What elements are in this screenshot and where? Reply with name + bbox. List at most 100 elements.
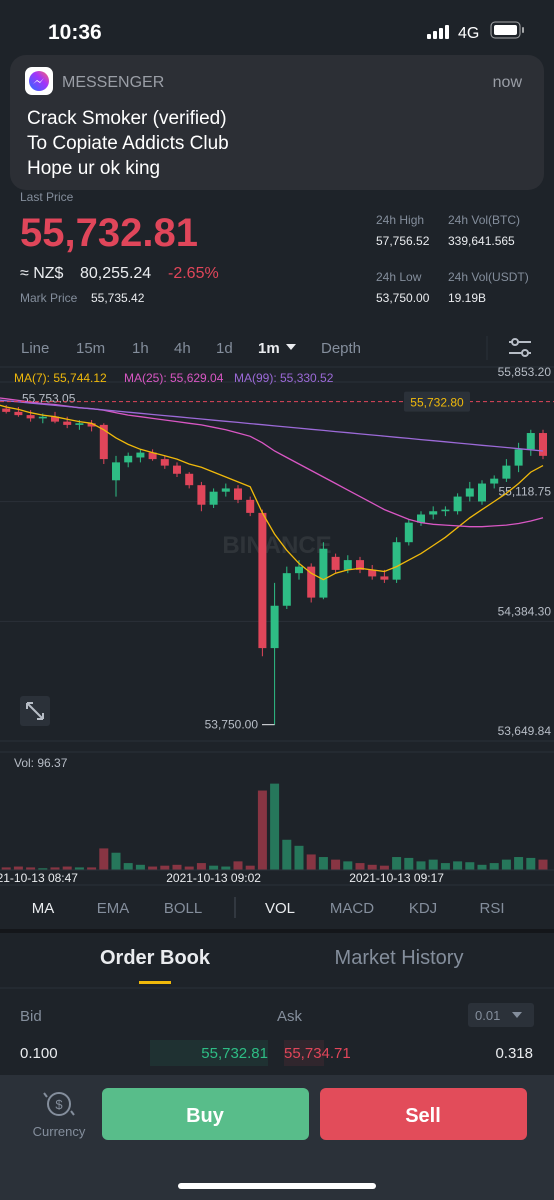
candle-body: [453, 496, 462, 512]
y-tick-label: 55,118.75: [499, 485, 552, 499]
ma-line: [0, 404, 544, 581]
volume-bar: [282, 839, 292, 870]
volume-bar: [501, 859, 511, 870]
volume-bar: [13, 866, 23, 870]
candle-body: [404, 522, 413, 543]
currency-label[interactable]: Currency: [33, 1124, 86, 1139]
interval[interactable]: 15m: [76, 340, 105, 357]
tab-underline: [139, 981, 171, 984]
depth-bar: [284, 1040, 324, 1066]
dropdown-arrow: [512, 1012, 522, 1018]
x-tick-label: 2021-10-13 08:47: [0, 871, 78, 885]
y-tick-label: 54,384.30: [498, 604, 552, 618]
volume-bar: [1, 867, 11, 870]
candle-body: [331, 556, 340, 570]
app-icon-logo: [29, 71, 49, 91]
indicator[interactable]: KDJ: [409, 900, 437, 917]
indicator[interactable]: RSI: [479, 900, 504, 917]
buy-button[interactable]: [102, 1088, 309, 1140]
candle-body: [270, 605, 279, 649]
interval[interactable]: 1h: [132, 340, 149, 357]
sell-button[interactable]: [320, 1088, 527, 1140]
stat-label: 24h High: [376, 213, 424, 227]
svg-text:$: $: [55, 1097, 63, 1112]
x-tick-label: 2021-10-13 09:17: [349, 871, 444, 885]
candle-body: [87, 423, 96, 427]
interval[interactable]: Depth: [321, 340, 361, 357]
candle-body: [160, 459, 169, 466]
volume-bar: [294, 845, 304, 870]
ask-label: Ask: [277, 1008, 303, 1025]
candle-body: [307, 566, 316, 598]
stat-value: 57,756.52: [376, 234, 430, 248]
last-price-label: 55,732.80: [410, 396, 464, 410]
candle-body: [490, 478, 499, 484]
candle-body: [221, 488, 230, 492]
stat-label: 24h Low: [376, 270, 422, 284]
notification-message: Hope ur ok king: [27, 158, 160, 179]
interval[interactable]: Line: [21, 340, 49, 357]
stat-value: 53,750.00: [376, 291, 430, 305]
indicator[interactable]: VOL: [265, 900, 295, 917]
candle-body: [38, 416, 47, 419]
ask-amount: 0.318: [495, 1045, 533, 1062]
candle-body: [63, 421, 72, 425]
price-change: -2.65%: [168, 265, 219, 282]
home-indicator: [178, 1183, 376, 1189]
signal-icon: [427, 25, 449, 39]
candle-body: [258, 512, 267, 649]
app-icon-bolt: [33, 78, 44, 84]
precision-select[interactable]: [468, 1003, 534, 1027]
interval[interactable]: 1m: [258, 340, 280, 357]
notification-title: Crack Smoker (verified): [27, 108, 227, 129]
interval[interactable]: 4h: [174, 340, 191, 357]
volume-bar: [123, 863, 133, 870]
volume-bar: [428, 859, 438, 870]
interval[interactable]: 1d: [216, 340, 233, 357]
volume-bar: [392, 857, 402, 870]
volume-bar: [270, 783, 280, 870]
volume-bar: [99, 848, 109, 870]
indicator[interactable]: MA: [32, 900, 55, 917]
indicator[interactable]: MACD: [330, 900, 374, 917]
volume-bar: [221, 866, 231, 870]
volume-bar: [453, 861, 463, 870]
candle-body: [99, 424, 108, 460]
candle-body: [368, 569, 377, 577]
low-marker-label: 53,750.00: [205, 718, 259, 732]
tab[interactable]: Order Book: [100, 947, 211, 969]
separator: [0, 929, 554, 933]
candle-body: [14, 411, 23, 416]
volume-bar: [318, 857, 328, 870]
candle-body: [136, 452, 145, 458]
notification[interactable]: [10, 55, 544, 190]
volume-bar: [306, 854, 316, 870]
candle-body: [417, 514, 425, 523]
candlestick-chart: 55,853.20 55,118.75 54,384.30 53,649.84 BINA…: [0, 365, 554, 885]
volume-bar: [245, 865, 255, 870]
expand-icon[interactable]: [20, 696, 50, 726]
sell-label[interactable]: Sell: [405, 1105, 441, 1127]
volume-bar: [184, 866, 194, 870]
candle-body: [319, 548, 328, 598]
volume-bar: [343, 861, 353, 870]
settings-icon[interactable]: [509, 338, 531, 357]
volume-bar: [111, 852, 121, 870]
network: 4G: [458, 25, 479, 42]
y-tick-label: 55,853.20: [498, 365, 552, 379]
legend-entry: MA(99): 55,330.52: [234, 371, 334, 385]
fiat-prefix: ≈ NZ$: [20, 265, 64, 282]
candle-body: [148, 452, 157, 460]
buy-label[interactable]: Buy: [186, 1105, 225, 1127]
bid-price: 55,732.81: [201, 1045, 268, 1062]
tab[interactable]: Market History: [335, 947, 464, 969]
currency-icon[interactable]: $: [43, 1092, 75, 1116]
indicator[interactable]: EMA: [97, 900, 130, 917]
indicator[interactable]: BOLL: [164, 900, 202, 917]
notification-app: MESSENGER: [62, 74, 164, 91]
volume-bar: [257, 790, 267, 870]
volume-bar: [38, 868, 48, 870]
volume-bar: [538, 859, 548, 870]
